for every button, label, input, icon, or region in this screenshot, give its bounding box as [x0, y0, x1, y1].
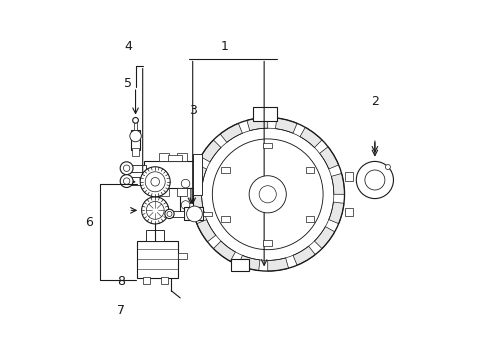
Bar: [203, 212, 212, 216]
Polygon shape: [191, 165, 206, 186]
Bar: [137, 241, 178, 278]
Circle shape: [142, 197, 168, 224]
Polygon shape: [200, 140, 221, 162]
Circle shape: [146, 202, 164, 219]
Circle shape: [120, 175, 133, 188]
Polygon shape: [275, 118, 297, 133]
Circle shape: [181, 179, 189, 188]
Bar: [159, 188, 169, 196]
Polygon shape: [267, 258, 288, 271]
Bar: [134, 122, 137, 130]
Bar: [176, 188, 187, 196]
Text: 8: 8: [117, 275, 125, 288]
Circle shape: [364, 170, 384, 190]
Circle shape: [130, 130, 141, 142]
Circle shape: [123, 178, 130, 184]
Polygon shape: [319, 147, 338, 169]
Bar: [305, 216, 314, 221]
Bar: [231, 258, 248, 271]
Text: 2: 2: [370, 95, 378, 108]
Polygon shape: [300, 127, 322, 148]
Circle shape: [212, 139, 323, 249]
Polygon shape: [314, 226, 334, 249]
Bar: [159, 153, 169, 161]
Circle shape: [120, 162, 133, 175]
Circle shape: [385, 165, 389, 170]
Bar: [128, 177, 145, 185]
Text: 4: 4: [124, 40, 132, 53]
Polygon shape: [238, 255, 260, 271]
Bar: [176, 153, 187, 161]
Circle shape: [259, 186, 276, 203]
Bar: [128, 165, 145, 172]
Circle shape: [356, 161, 393, 199]
Bar: [132, 148, 139, 156]
Bar: [171, 211, 183, 217]
Bar: [344, 172, 353, 181]
Bar: [178, 253, 187, 258]
Polygon shape: [246, 117, 267, 131]
Bar: [305, 167, 314, 173]
Circle shape: [181, 201, 189, 209]
Bar: [344, 208, 353, 216]
Bar: [221, 167, 229, 173]
Circle shape: [132, 117, 138, 123]
Polygon shape: [213, 241, 235, 261]
Text: 3: 3: [188, 104, 196, 117]
Circle shape: [166, 211, 172, 216]
Circle shape: [145, 172, 165, 192]
Bar: [144, 161, 196, 188]
Circle shape: [248, 176, 285, 213]
Polygon shape: [331, 174, 344, 194]
Polygon shape: [292, 246, 315, 265]
Bar: [146, 230, 164, 241]
Bar: [193, 154, 202, 195]
Bar: [263, 143, 271, 148]
Circle shape: [164, 209, 174, 219]
Circle shape: [151, 177, 159, 186]
Polygon shape: [328, 202, 343, 224]
Bar: [263, 240, 271, 246]
Text: 7: 7: [117, 304, 125, 317]
Circle shape: [186, 206, 202, 222]
Text: 5: 5: [124, 77, 132, 90]
Bar: [253, 107, 276, 121]
Bar: [160, 277, 167, 284]
Bar: [183, 207, 203, 220]
Text: 6: 6: [85, 216, 93, 229]
Polygon shape: [196, 220, 215, 242]
Bar: [167, 155, 182, 161]
Circle shape: [123, 165, 130, 171]
Text: 1: 1: [221, 40, 228, 53]
Bar: [221, 216, 229, 221]
Circle shape: [140, 167, 170, 197]
Polygon shape: [190, 194, 203, 215]
Bar: [142, 277, 149, 284]
Polygon shape: [220, 123, 242, 143]
Bar: [180, 175, 192, 214]
Bar: [131, 130, 140, 150]
